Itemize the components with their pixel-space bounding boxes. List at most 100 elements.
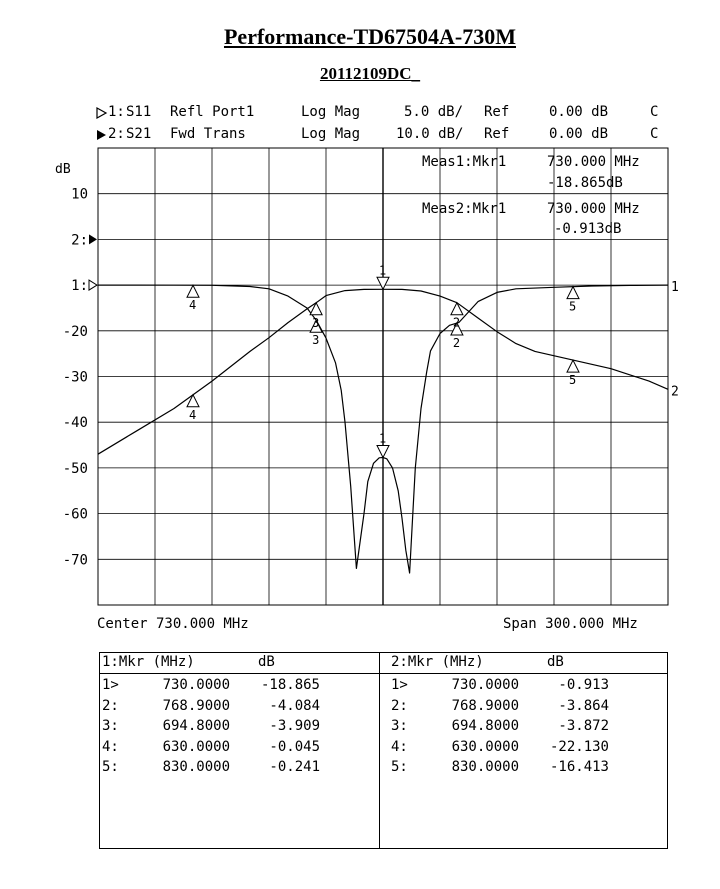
marker-label: 4	[189, 298, 196, 312]
channel-2-format: Log Mag	[301, 126, 361, 142]
y-tick-label: -70	[63, 552, 88, 568]
meas2-value: -0.913dB	[554, 221, 621, 237]
y-tick-labels: 10 2: 1: -20 -30 -40 -50 -60 -70	[63, 187, 88, 569]
marker-triangle-icon	[309, 301, 323, 316]
marker-index: 3:	[102, 718, 119, 734]
channel-1-triangle-icon	[96, 107, 108, 119]
y-tick-label: -30	[63, 370, 88, 386]
marker-value: -0.045	[269, 738, 320, 755]
y-tick-label: -50	[63, 461, 88, 477]
channel-1-ref-arrow-icon	[88, 279, 98, 292]
marker-frequency: 694.8000	[162, 718, 230, 734]
marker-triangle-icon	[376, 276, 390, 291]
channel-1-id: 1:	[108, 104, 125, 120]
traces: 12	[97, 280, 679, 574]
marker-label: 2	[453, 336, 460, 350]
span-label: Span 300.000 MHz	[503, 616, 638, 632]
meas2-freq: 730.000 MHz	[547, 201, 640, 217]
marker-label: 5	[569, 373, 576, 387]
y-tick-label: 1:	[71, 278, 88, 294]
marker-value: -3.872	[558, 718, 609, 734]
marker-frequency: 630.0000	[451, 738, 519, 755]
channel-1-format: Log Mag	[301, 104, 361, 120]
channel-1-ref: Ref	[484, 104, 510, 120]
marker-frequency: 730.0000	[451, 677, 519, 693]
marker-index: 3:	[391, 718, 408, 734]
channel-2-triangle-icon	[97, 130, 106, 140]
page-subtitle: 20112109DC_	[319, 64, 421, 83]
channel-2-scale: 10.0 dB/	[396, 126, 464, 142]
trace-end-label: 1	[671, 280, 679, 295]
marker-label: 3	[312, 333, 319, 347]
marker-triangle-icon	[450, 321, 464, 336]
y-tick-label: 10	[71, 187, 88, 203]
channel-2-flag: C	[650, 126, 659, 142]
y-tick-label: -40	[63, 415, 88, 431]
channel-2-id: 2:	[108, 126, 125, 142]
channel-2-param: S21	[126, 126, 152, 142]
meas2-label: Meas2:Mkr1	[422, 201, 506, 217]
center-frequency-label: Center 730.000 MHz	[97, 616, 249, 632]
marker-label: 1	[379, 263, 386, 277]
marker-index: 1>	[391, 677, 408, 693]
marker-table-1-unit: dB	[258, 654, 275, 670]
marker-table-2-header: 2:Mkr (MHz) dB	[379, 653, 667, 674]
channel-1-scale: 5.0 dB/	[404, 104, 464, 120]
marker-frequency: 730.0000	[162, 677, 230, 693]
y-tick-label: -60	[63, 507, 88, 523]
marker-value: -18.865	[260, 677, 320, 693]
marker-triangle-icon	[450, 301, 464, 316]
marker-frequency: 768.9000	[162, 697, 230, 714]
marker-index: 2:	[102, 697, 119, 714]
plot-grid	[97, 147, 669, 606]
channel-1-ref-value: 0.00 dB	[549, 104, 609, 120]
marker-frequency: 694.8000	[451, 718, 519, 734]
markers: 1 2 3 4 5 1 2 3 4 5	[186, 263, 580, 459]
page-title: Performance-TD67504A-730M	[223, 24, 516, 49]
marker-triangle-icon	[186, 393, 200, 408]
channel-2-ref: Ref	[484, 126, 510, 142]
marker-value: -0.913	[558, 677, 609, 693]
meas1-freq: 730.000 MHz	[547, 154, 640, 170]
channel-2-ref-arrow-icon	[89, 234, 97, 245]
channel-2-ref-value: 0.00 dB	[549, 126, 609, 142]
marker-index: 1>	[102, 677, 119, 693]
marker-table-channel-2: 2:Mkr (MHz) dB 1> 730.0000 -0.913 2: 768.900…	[379, 653, 667, 848]
marker-triangle-icon	[186, 284, 200, 298]
marker-label: 5	[569, 300, 576, 314]
marker-table-2-title: 2:Mkr (MHz)	[391, 654, 484, 670]
marker-value: -3.909	[269, 718, 320, 734]
marker-label: 2	[453, 316, 460, 330]
channel-1-desc: Refl Port1	[170, 104, 255, 120]
marker-index: 2:	[391, 697, 408, 714]
marker-value: -0.241	[269, 759, 320, 775]
marker-triangle-icon	[376, 445, 390, 459]
marker-triangle-icon	[566, 358, 580, 373]
marker-frequency: 830.0000	[162, 759, 230, 775]
channel-1-flag: C	[650, 104, 659, 120]
marker-table-1-header: 1:Mkr (MHz) dB	[100, 653, 379, 674]
marker-index: 4:	[102, 738, 119, 755]
marker-value: -16.413	[549, 759, 609, 775]
trace-end-label: 2	[671, 384, 679, 399]
marker-triangle-icon	[309, 319, 323, 333]
y-tick-label: 2:	[71, 232, 88, 248]
marker-label: 3	[312, 316, 319, 330]
marker-label: 1	[379, 432, 386, 446]
marker-value: -22.130	[549, 738, 609, 755]
reference-indicators	[88, 234, 98, 292]
marker-table-2-unit: dB	[547, 654, 564, 670]
meas1-label: Meas1:Mkr1	[422, 154, 506, 170]
marker-frequency: 630.0000	[162, 738, 230, 755]
marker-index: 5:	[391, 759, 408, 775]
marker-index: 5:	[102, 759, 119, 775]
marker-value: -4.084	[269, 697, 320, 714]
y-tick-label: -20	[63, 324, 88, 340]
marker-value: -3.864	[558, 697, 609, 714]
marker-frequency: 768.9000	[451, 697, 519, 714]
marker-table-channel-1: 1:Mkr (MHz) dB 1> 730.0000 -18.865 2: 768.90…	[100, 653, 380, 848]
marker-frequency: 830.0000	[451, 759, 519, 775]
marker-triangle-icon	[566, 285, 580, 300]
channel-1-param: S11	[126, 104, 152, 120]
